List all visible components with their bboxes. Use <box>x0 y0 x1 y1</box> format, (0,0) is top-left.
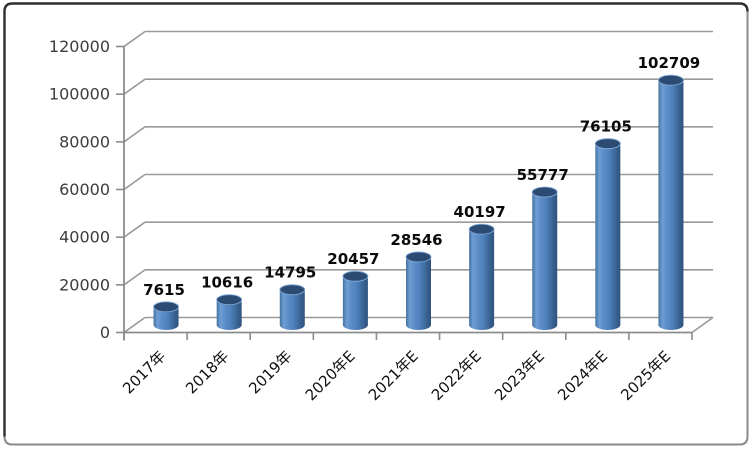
bar-value-label: 14795 <box>264 264 316 282</box>
y-axis-label: 0 <box>100 323 110 342</box>
gridline-slant <box>123 269 146 286</box>
gridline-slant <box>123 30 146 48</box>
bar <box>153 301 180 330</box>
bar-value-label: 55777 <box>517 166 569 184</box>
x-axis-label: 2019年 <box>245 347 295 397</box>
bar-body <box>595 143 621 325</box>
bar-value-label: 76105 <box>580 118 632 136</box>
bar-body <box>469 229 495 325</box>
y-axis-label: 20000 <box>59 275 110 294</box>
x-axis-label: 2025年E <box>617 347 674 404</box>
bar-value-label: 40197 <box>454 203 506 221</box>
bar-top <box>216 294 243 306</box>
bar-body <box>532 192 558 325</box>
x-axis-label: 2022年E <box>428 347 485 404</box>
bar-body <box>658 80 684 325</box>
y-axis-label: 100000 <box>49 85 110 104</box>
chart-border-topleft <box>3 2 749 437</box>
bar-value-label: 102709 <box>638 54 701 72</box>
y-axis-label: 80000 <box>59 132 110 151</box>
bar-body <box>342 276 368 325</box>
bar-value-label: 10616 <box>201 274 253 292</box>
bar <box>531 186 558 330</box>
gridline-slant <box>123 173 146 191</box>
bar-top <box>405 251 432 263</box>
x-axis-label: 2018年 <box>182 347 232 397</box>
x-axis-label: 2023年E <box>491 347 548 404</box>
bar-top <box>153 301 180 313</box>
bar <box>216 294 243 330</box>
y-axis-label: 40000 <box>59 228 110 247</box>
bar <box>279 284 306 330</box>
bar-body <box>279 289 305 325</box>
y-axis-label: 60000 <box>59 180 110 199</box>
gridline-slant <box>123 316 146 334</box>
bar-top <box>279 284 306 296</box>
gridline-slant <box>123 126 146 143</box>
bar <box>657 74 684 330</box>
x-axis-label: 2024年E <box>554 347 611 404</box>
gridline-slant <box>123 78 146 95</box>
y-axis-label: 120000 <box>49 37 110 56</box>
bar <box>468 223 495 330</box>
bar <box>405 251 432 330</box>
bar-top <box>657 74 684 86</box>
x-axis-label: 2021年E <box>365 347 422 404</box>
x-axis-label: 2020年E <box>302 347 359 404</box>
bar-value-label: 28546 <box>390 231 442 249</box>
bar-top <box>531 186 558 198</box>
bar-body <box>406 256 431 325</box>
bar <box>594 138 621 330</box>
bar-value-label: 7615 <box>143 281 185 299</box>
bar-value-label: 20457 <box>327 250 379 268</box>
chart-border-bottomright <box>3 11 749 446</box>
x-axis-label: 2017年 <box>119 347 169 397</box>
bar-top <box>594 138 621 150</box>
bar-top <box>468 223 495 235</box>
gridline-slant <box>123 221 146 238</box>
bar <box>342 270 369 330</box>
floor-right-edge <box>691 316 714 334</box>
bar-top <box>342 270 369 282</box>
